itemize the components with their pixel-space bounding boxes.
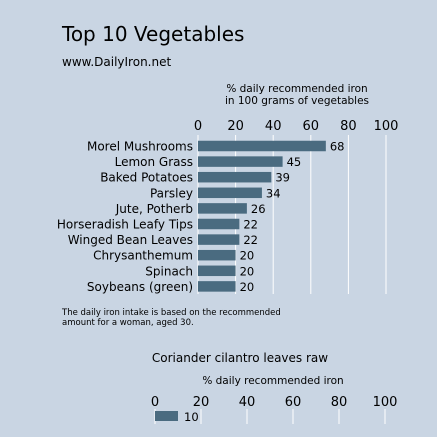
comparison-bar-chart: Coriander cilantro leaves raw % daily rec… (151, 351, 398, 424)
category-label: Baked Potatoes (100, 171, 193, 185)
x-tick-label: 20 (227, 119, 244, 134)
category-label: Winged Bean Leaves (68, 233, 193, 247)
x-axis-label: in 100 grams of vegetables (225, 95, 369, 107)
data-label: 34 (266, 186, 281, 200)
category-label: Chrysanthemum (93, 249, 193, 263)
data-label: 45 (287, 155, 302, 169)
category-label: Horseradish Leafy Tips (57, 218, 193, 232)
x-tick-label: 80 (340, 119, 357, 134)
bar (198, 249, 236, 261)
footnote: The daily iron intake is based on the re… (62, 308, 281, 328)
category-label: Spinach (145, 264, 193, 278)
category-label: Soybeans (green) (87, 280, 193, 294)
data-label: 20 (240, 249, 255, 263)
x-tick-label: 100 (374, 119, 399, 134)
chart-title: Coriander cilantro leaves raw (152, 351, 328, 365)
x-tick-label: 60 (285, 395, 302, 410)
data-label: 68 (330, 140, 345, 154)
data-label: 22 (243, 233, 258, 247)
x-tick-label: 0 (194, 119, 202, 134)
bar (155, 411, 178, 421)
page-subtitle: www.DailyIron.net (62, 55, 172, 69)
bar (198, 281, 236, 292)
bar (198, 140, 326, 152)
bar (198, 171, 272, 183)
category-label: Lemon Grass (115, 155, 193, 169)
bar (198, 234, 240, 245)
page-title: Top 10 Vegetables (62, 22, 245, 46)
x-axis-label: % daily recommended iron (202, 375, 343, 387)
x-axis-label: % daily recommended iron (226, 83, 367, 95)
category-label: Parsley (150, 186, 193, 200)
data-label: 26 (251, 202, 266, 216)
data-label: 20 (240, 264, 255, 278)
bar (198, 218, 240, 230)
x-tick-label: 80 (331, 395, 348, 410)
data-label: 39 (275, 171, 290, 185)
x-tick-label: 40 (239, 395, 256, 410)
x-tick-label: 20 (193, 395, 210, 410)
bar (198, 203, 247, 214)
bar (198, 187, 262, 199)
data-label: 10 (184, 410, 199, 424)
bar (198, 265, 236, 277)
bar (198, 156, 283, 167)
x-tick-label: 100 (373, 395, 398, 410)
data-label: 20 (240, 280, 255, 294)
x-tick-label: 60 (303, 119, 320, 134)
category-label: Morel Mushrooms (87, 140, 193, 154)
x-tick-label: 0 (151, 395, 159, 410)
category-label: Jute, Potherb (115, 202, 193, 216)
x-tick-label: 40 (265, 119, 282, 134)
data-label: 22 (243, 218, 258, 232)
